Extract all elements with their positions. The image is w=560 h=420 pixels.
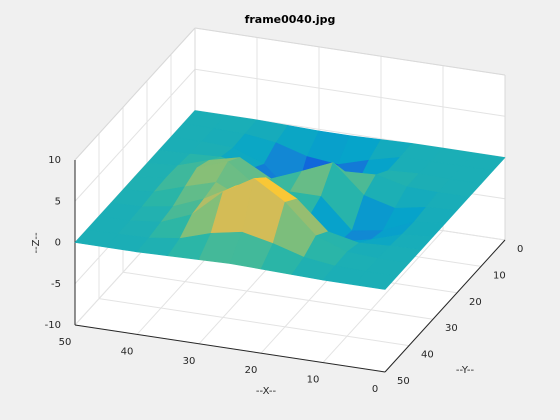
- z-tick-label: 5: [55, 196, 61, 207]
- z-tick-label: -10: [45, 320, 61, 331]
- grid-line: [122, 271, 434, 320]
- surface-patch: [353, 271, 398, 290]
- y-tick-label: 40: [421, 350, 434, 361]
- grid-line: [322, 230, 444, 363]
- labels: frame0040.jpg --X-- --Y-- --Z-- 0 10 20 30 4…: [31, 13, 523, 397]
- x-tick-label: 50: [59, 337, 72, 348]
- axis-line: [74, 27, 196, 161]
- x-tick-label: 40: [121, 346, 134, 357]
- grid-line: [98, 298, 410, 347]
- x-tick-label: 20: [245, 365, 258, 376]
- y-tick-label: 50: [397, 376, 410, 387]
- x-tick-label: 30: [183, 356, 196, 367]
- x-tick-label: 10: [307, 375, 320, 386]
- z-tick-label: 0: [55, 238, 61, 249]
- y-axis-label: --Y--: [456, 365, 475, 376]
- x-axis-label: --X--: [256, 386, 277, 397]
- z-tick-label: -5: [51, 279, 61, 290]
- z-axis-label: --Z--: [31, 232, 42, 254]
- y-tick-label: 0: [517, 244, 523, 255]
- axis-line: [74, 324, 386, 373]
- grid-line: [74, 68, 196, 202]
- chart-title: frame0040.jpg: [245, 13, 336, 26]
- z-tick-label: 10: [48, 155, 61, 166]
- grid-line: [194, 68, 506, 117]
- y-tick-label: 30: [445, 323, 458, 334]
- y-tick-label: 20: [469, 297, 482, 308]
- axis-line: [384, 239, 506, 373]
- axis-line: [194, 27, 506, 76]
- y-tick-label: 10: [493, 270, 506, 281]
- x-tick-label: 0: [372, 384, 378, 395]
- surface: [74, 110, 506, 290]
